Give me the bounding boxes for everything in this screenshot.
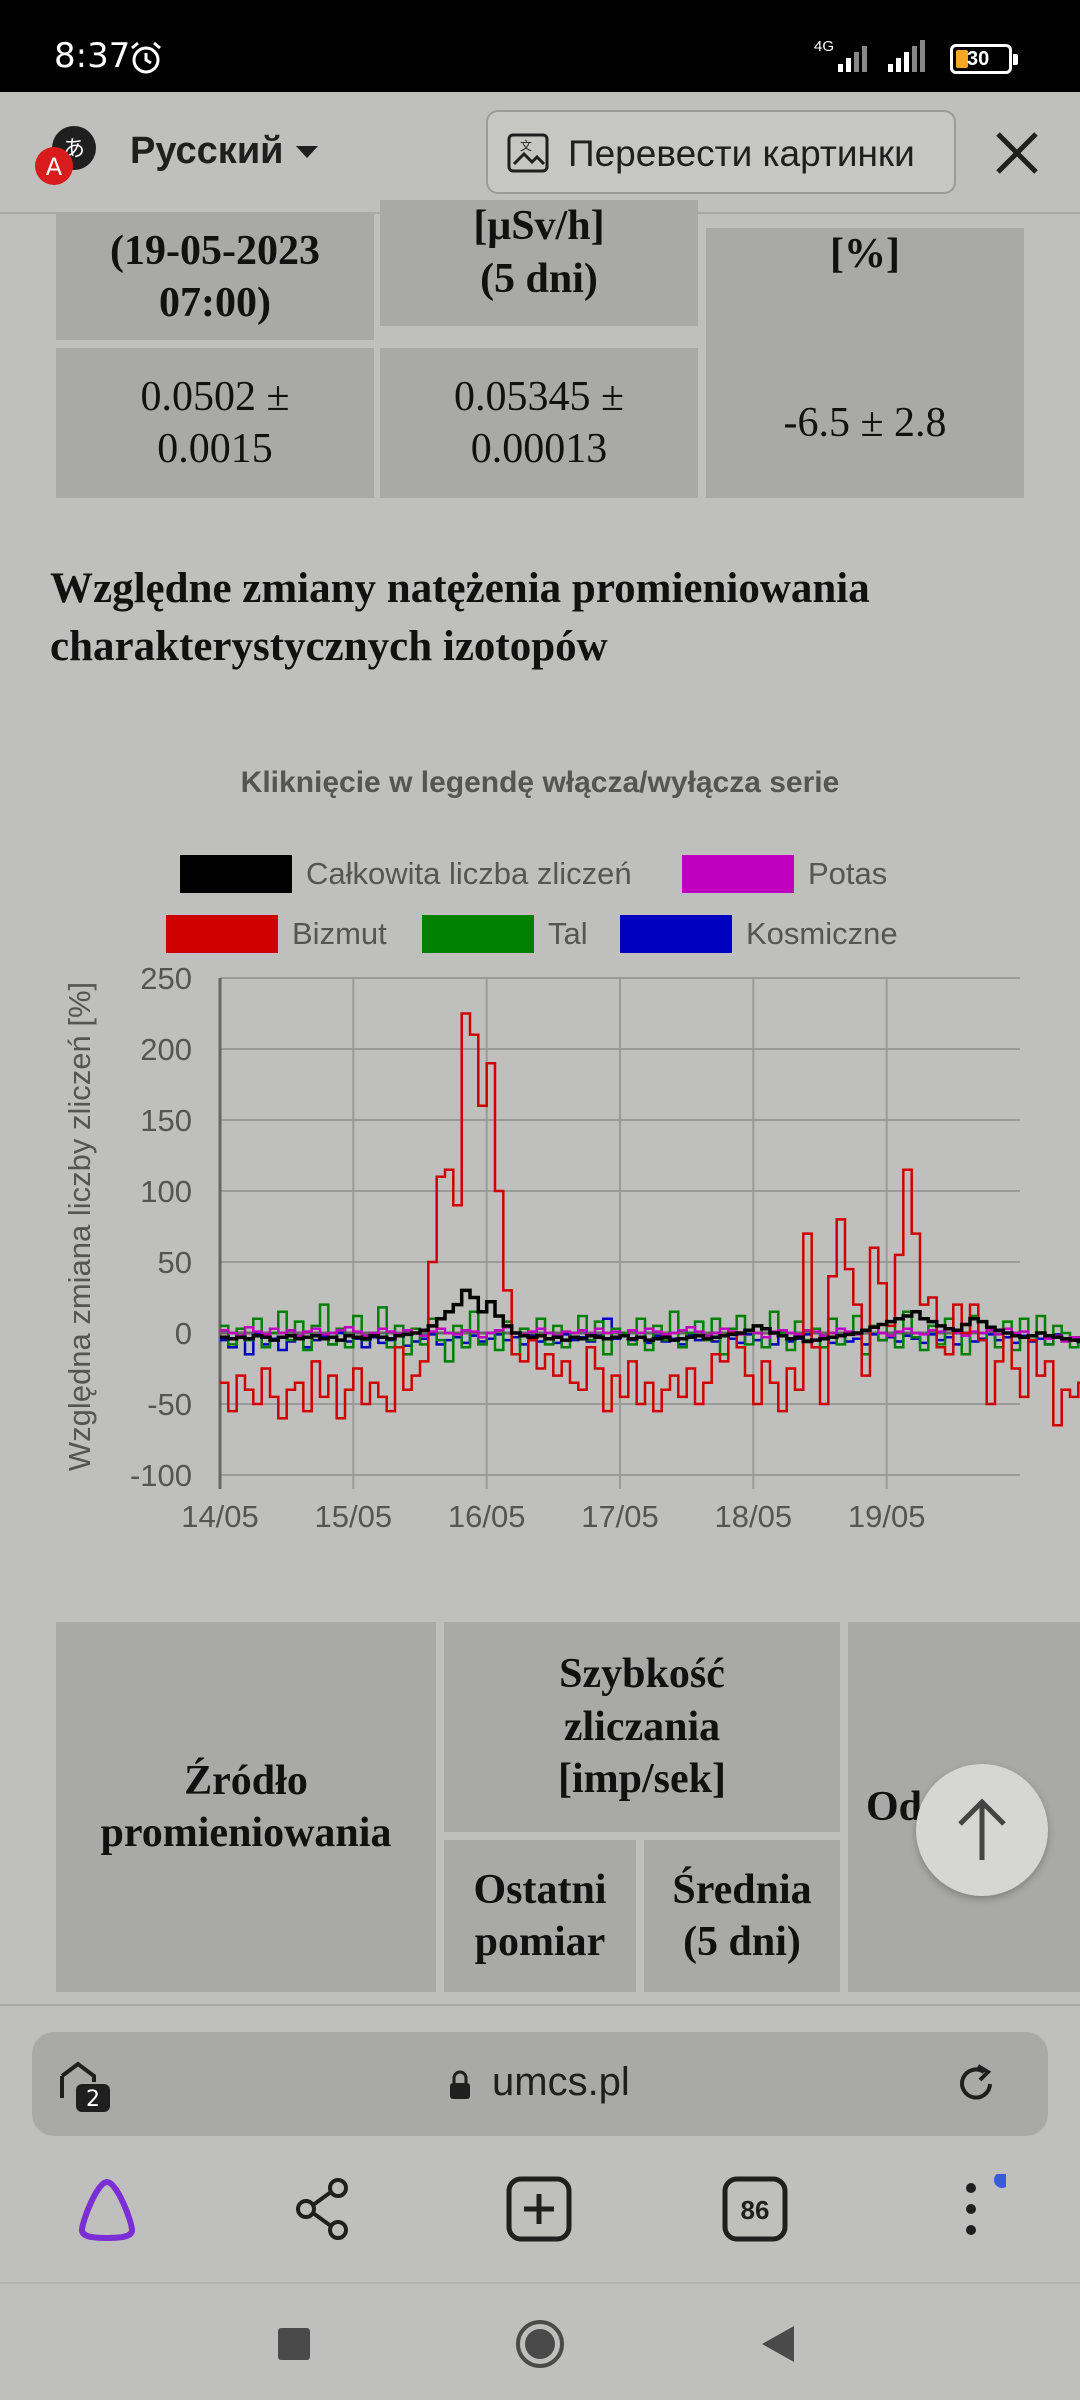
legend-label: Bizmut <box>292 916 387 951</box>
legend-swatch <box>620 915 732 953</box>
language-selector[interactable]: Русский <box>130 130 284 172</box>
y-tick-label: 150 <box>140 1103 192 1138</box>
table-header-cell: [%] <box>706 228 1024 354</box>
table-cell: 0.05345 ± 0.00013 <box>380 348 698 498</box>
x-tick-label: 18/05 <box>715 1499 793 1534</box>
table-header-avg: Średnia (5 dni) <box>644 1840 840 1992</box>
x-tick-label: 17/05 <box>581 1499 659 1534</box>
lock-icon <box>450 2070 470 2099</box>
x-tick-label: 19/05 <box>848 1499 926 1534</box>
back-icon[interactable] <box>758 2322 798 2366</box>
y-axis-label: Względna zmiana liczby zliczeń [%] <box>62 982 97 1471</box>
y-tick-label: -50 <box>147 1387 192 1422</box>
x-tick-label: 16/05 <box>448 1499 526 1534</box>
tabs-shield-icon[interactable]: 2 <box>54 2056 114 2116</box>
table-cell: 0.0502 ± 0.0015 <box>56 348 374 498</box>
scroll-top-button[interactable] <box>916 1764 1048 1896</box>
svg-text:文: 文 <box>520 138 532 153</box>
home-icon[interactable] <box>514 2318 566 2370</box>
translate-images-button[interactable]: 文 Перевести картинки <box>486 110 956 194</box>
alarm-icon <box>131 41 161 74</box>
y-tick-label: 200 <box>140 1032 192 1067</box>
legend-swatch <box>682 855 794 893</box>
tabs-count-icon[interactable]: 86 <box>720 2174 790 2244</box>
table-header-rate: Szybkość zliczania [imp/sek] <box>444 1622 840 1832</box>
section-title: Względne zmiany natężenia promieniowania… <box>50 565 870 670</box>
table-header-cell: [μSv/h] (5 dni) <box>380 200 698 326</box>
svg-text:A: A <box>46 153 63 181</box>
more-menu-icon[interactable] <box>936 2174 1006 2244</box>
translate-bar: あ A Русский 文 Перевести картинки <box>0 92 1080 214</box>
battery-icon: 30 <box>950 44 1018 74</box>
legend-label: Kosmiczne <box>746 916 898 951</box>
series-line-ca-kowita-liczba-zlicze- <box>220 1288 1080 1344</box>
translate-images-label: Перевести картинки <box>568 133 915 174</box>
network-type: 4G <box>814 38 835 55</box>
url-text[interactable]: umcs.pl <box>492 2060 630 2104</box>
private-tabs-count: 2 <box>86 2087 100 2112</box>
y-tick-label: 250 <box>140 961 192 996</box>
battery-level: 30 <box>967 48 990 70</box>
x-tick-label: 15/05 <box>315 1499 393 1534</box>
address-bar[interactable]: 2 umcs.pl <box>32 2032 1048 2136</box>
radiation-chart: 250 200 150 100 50 0 -50 -100 14/05 15/05 16/05 17/… <box>62 961 1080 1534</box>
legend-swatch <box>166 915 278 953</box>
translate-logo-icon[interactable]: あ A <box>32 118 102 188</box>
table-header-cell: (19-05-2023 07:00) <box>56 214 374 340</box>
close-icon[interactable] <box>992 128 1042 178</box>
share-icon[interactable] <box>288 2174 358 2244</box>
reload-icon[interactable] <box>954 2062 998 2106</box>
browser-bottom-bar: 2 umcs.pl 86 <box>0 2004 1080 2400</box>
image-translate-icon: 文 <box>507 133 549 173</box>
legend-swatch <box>180 855 292 893</box>
chevron-down-icon[interactable] <box>296 146 318 158</box>
table-cell: -6.5 ± 2.8 <box>706 348 1024 498</box>
legend-label: Tal <box>548 916 588 951</box>
legend-swatch <box>422 915 534 953</box>
new-tab-icon[interactable] <box>504 2174 574 2244</box>
series-line-bizmut <box>220 1012 1080 1427</box>
legend-label: Całkowita liczba zliczeń <box>306 856 632 891</box>
y-tick-label: 100 <box>140 1174 192 1209</box>
table-header-source: Źródło promieniowania <box>56 1622 436 1992</box>
signal-icon <box>838 40 925 72</box>
x-tick-label: 14/05 <box>181 1499 259 1534</box>
chart-title: Kliknięcie w legendę włącza/wyłącza seri… <box>240 766 840 799</box>
open-tabs-count: 86 <box>741 2195 770 2225</box>
status-bar: 8:37 4G 30 <box>0 0 1080 92</box>
system-nav-bar <box>0 2282 1080 2400</box>
status-time: 8:37 <box>54 36 131 76</box>
table-header-last: Ostatni pomiar <box>444 1840 636 1992</box>
legend-label: Potas <box>808 856 888 891</box>
y-tick-label: 50 <box>158 1245 192 1280</box>
y-tick-label: 0 <box>175 1316 192 1351</box>
y-tick-label: -100 <box>130 1458 192 1493</box>
alice-assistant-icon[interactable] <box>72 2174 142 2244</box>
recents-icon[interactable] <box>276 2326 312 2362</box>
arrow-up-icon <box>958 1798 1006 1860</box>
